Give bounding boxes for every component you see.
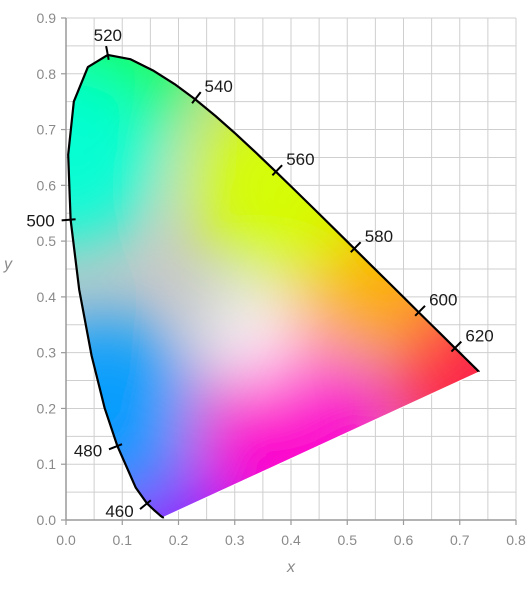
y-tick-label: 0.5 [37,233,57,249]
x-tick-label: 0.5 [338,532,358,548]
line-of-purples [163,371,480,518]
wavelength-tick [139,499,152,510]
x-tick-label: 0.8 [506,532,526,548]
x-tick-label: 0.1 [113,532,133,548]
wavelength-tick [450,340,463,353]
wavelength-tick [271,164,283,176]
y-tick-label: 0.3 [37,345,57,361]
wavelength-tick [108,443,123,451]
wavelength-label-480: 480 [74,441,102,460]
y-tick-label: 0.6 [37,177,57,193]
wavelength-tick [105,45,110,61]
x-tick-label: 0.0 [56,532,76,548]
wavelength-tick [414,305,426,317]
x-tick-label: 0.6 [394,532,414,548]
spectral-locus [67,53,481,519]
wavelength-label-500: 500 [26,212,54,231]
wavelength-label-580: 580 [365,227,393,246]
spectral-locus-layer [67,53,481,519]
y-tick-label: 0.9 [37,10,57,26]
wavelength-tick [191,91,202,104]
y-tick-label: 0.7 [37,122,57,138]
white-point-blob [205,286,302,383]
color-blob [68,54,208,150]
x-tick-label: 0.2 [169,532,189,548]
x-axis-label: x [286,559,296,576]
y-tick-label: 0.1 [37,456,57,472]
wavelength-tick [61,218,76,222]
wavelength-label-560: 560 [286,150,314,169]
x-tick-label: 0.4 [281,532,301,548]
y-axis-label: y [3,256,13,273]
wavelength-label-520: 520 [94,26,122,45]
x-tick-label: 0.3 [225,532,245,548]
y-tick-label: 0.0 [37,512,57,528]
wavelength-label-600: 600 [429,291,457,310]
y-tick-label: 0.4 [37,289,57,305]
wavelength-label-620: 620 [465,327,493,346]
x-tick-label: 0.7 [450,532,470,548]
y-tick-label: 0.8 [37,66,57,82]
wavelength-tick [350,241,362,253]
y-tick-label: 0.2 [37,400,57,416]
axes: 0.0 0.1 0.2 0.3 0.4 0.5 0.6 0.7 0.8 0.0 0.1 0.2 0.3 0… [37,10,526,548]
wavelength-labels: 460 480 500 520 540 560 580 600 620 [26,26,493,521]
wavelength-label-540: 540 [205,77,233,96]
wavelength-label-460: 460 [105,502,133,521]
